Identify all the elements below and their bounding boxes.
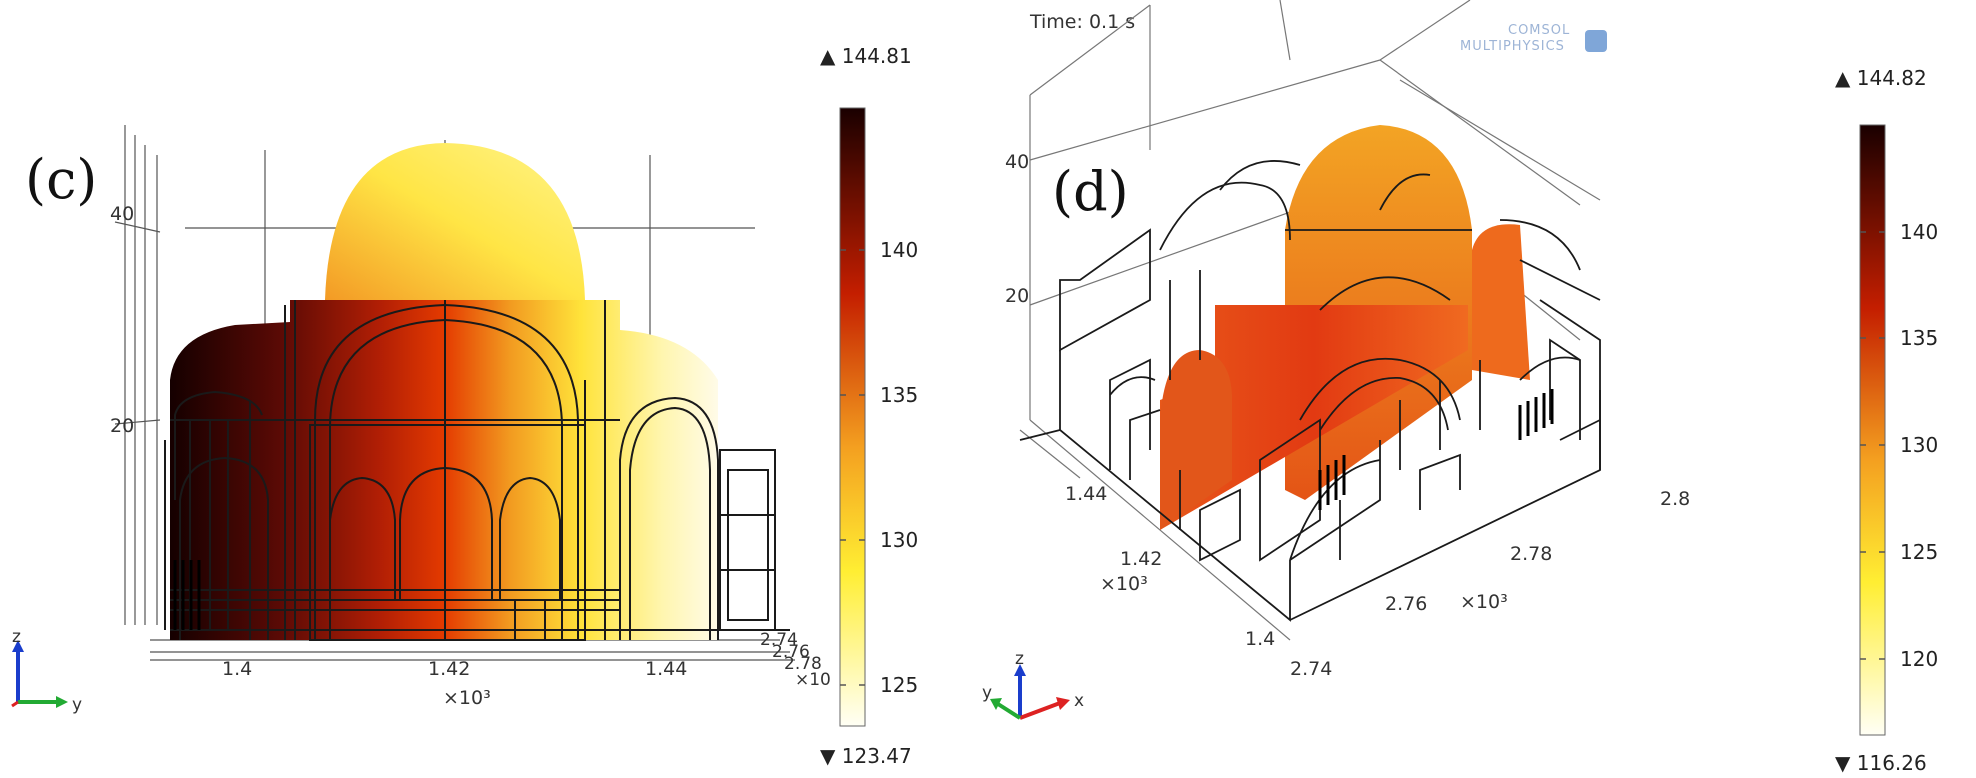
x-multiplier: ×10³: [1460, 591, 1508, 613]
colorbar: ▲ 144.81 140 135 130 125 ▼ 123.47: [820, 44, 918, 768]
x-multiplier: ×10: [795, 670, 831, 690]
triad-x-label: x: [1074, 691, 1084, 711]
triad-y-label: y: [72, 695, 82, 715]
y-multiplier: ×10³: [1100, 573, 1148, 595]
colorbar-tick-135: 135: [880, 383, 918, 407]
x-tick-2-8: 2.8: [1660, 488, 1690, 510]
triad-y-label: y: [982, 683, 992, 703]
left-colonnade: [173, 560, 201, 630]
colorbar: ▲ 144.82 140 135 130 125 120 ▼ 116.26: [1835, 66, 1938, 775]
logo-cube-icon: [1585, 30, 1607, 52]
z-tick-40: 40: [110, 203, 134, 225]
y-tick-1-42: 1.42: [428, 658, 470, 680]
panel-c-plot: 40 20 1.4 1.42 1.44 ×10³ 2.74 2.76 2.78 …: [11, 44, 918, 768]
colorbar-tick-140: 140: [1900, 220, 1938, 244]
colorbar-tick-125: 125: [1900, 540, 1938, 564]
column-clusters: [1318, 389, 1554, 510]
axis-triad: z y: [11, 627, 82, 715]
building-heatmap: [1160, 125, 1530, 530]
triad-z-label: z: [12, 627, 21, 647]
y-tick-1-44: 1.44: [645, 658, 687, 680]
time-label: Time: 0.1 s: [1029, 11, 1135, 33]
colorbar-tick-135: 135: [1900, 326, 1938, 350]
z-tick-20: 20: [110, 415, 134, 437]
panel-d-plot: Time: 0.1 s COMSOL MULTIPHYSICS: [982, 0, 1938, 775]
y-tick-1-42: 1.42: [1120, 548, 1162, 570]
colorbar-min: ▼ 123.47: [820, 744, 912, 768]
x-tick-2-78: 2.78: [784, 654, 822, 674]
y-tick-1-4: 1.4: [222, 658, 252, 680]
comsol-logo: COMSOL MULTIPHYSICS: [1460, 23, 1607, 54]
colorbar-max: ▲ 144.82: [1835, 66, 1927, 90]
colorbar-tick-140: 140: [880, 238, 918, 262]
x-tick-2-76: 2.76: [1385, 593, 1427, 615]
panel-label: (d): [1052, 160, 1129, 223]
y-tick-1-4: 1.4: [1245, 628, 1275, 650]
colorbar-max: ▲ 144.81: [820, 44, 912, 68]
z-tick-40: 40: [1005, 151, 1029, 173]
x-tick-2-76: 2.76: [772, 642, 810, 662]
y-multiplier: ×10³: [443, 687, 491, 709]
z-tick-20: 20: [1005, 285, 1029, 307]
x-tick-2-74: 2.74: [760, 630, 798, 650]
x-tick-2-78: 2.78: [1510, 543, 1552, 565]
y-tick-1-44: 1.44: [1065, 483, 1107, 505]
logo-line2: MULTIPHYSICS: [1460, 39, 1565, 54]
triad-z-label: z: [1015, 649, 1024, 669]
building-wireframe: [1019, 160, 1601, 622]
colorbar-min: ▼ 116.26: [1835, 751, 1927, 775]
panel-c: 40 20 1.4 1.42 1.44 ×10³ 2.74 2.76 2.78 …: [0, 0, 960, 778]
colorbar-tick-130: 130: [1900, 433, 1938, 457]
panel-d: Time: 0.1 s COMSOL MULTIPHYSICS: [960, 0, 1976, 778]
colorbar-tick-130: 130: [880, 528, 918, 552]
logo-line1: COMSOL: [1508, 23, 1570, 38]
x-tick-2-74: 2.74: [1290, 658, 1332, 680]
axis-triad: z y x: [982, 649, 1084, 720]
panel-label: (c): [25, 148, 97, 211]
colorbar-tick-125: 125: [880, 673, 918, 697]
colorbar-tick-120: 120: [1900, 647, 1938, 671]
building-wireframe: [164, 300, 790, 641]
